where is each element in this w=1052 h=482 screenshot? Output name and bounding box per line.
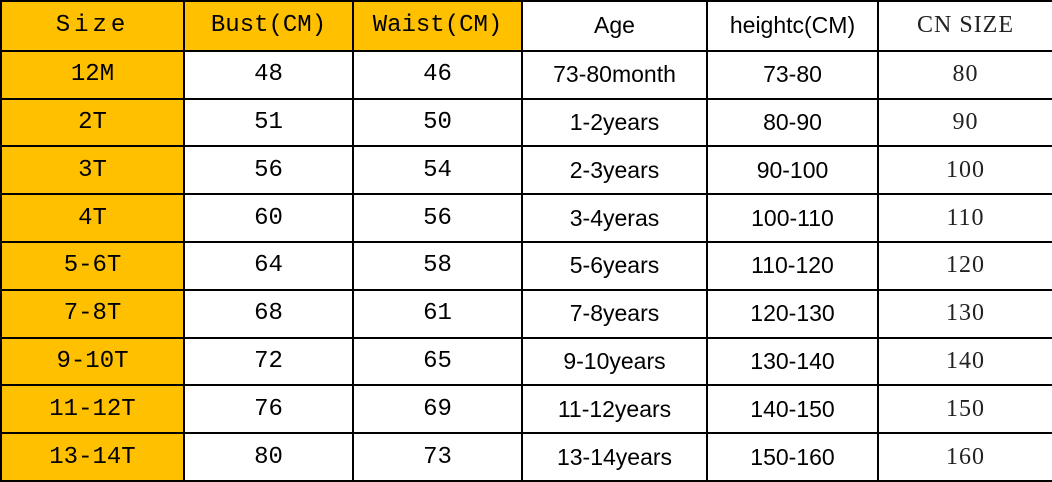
data-cell: 73-80month [521, 49, 708, 100]
data-cell: 80 [183, 432, 354, 482]
data-row: 3T 56 54 2-3years 90-100 100 [0, 145, 1052, 196]
data-row: 5-6T 64 58 5-6years 110-120 120 [0, 240, 1052, 291]
data-cell: 68 [183, 288, 354, 339]
data-cell: 150 [877, 384, 1052, 435]
data-cell: 50 [352, 97, 523, 148]
data-cell: 60 [183, 193, 354, 243]
data-cell: 56 [183, 145, 354, 196]
data-cell: 73 [352, 432, 523, 482]
data-cell: 2-3years [521, 145, 708, 196]
data-row: 7-8T 68 61 7-8years 120-130 130 [0, 288, 1052, 339]
data-cell: 110-120 [706, 240, 879, 291]
size-cell: 2T [0, 97, 185, 148]
size-cell: 3T [0, 145, 185, 196]
data-row: 4T 60 56 3-4yeras 100-110 110 [0, 193, 1052, 243]
data-cell: 58 [352, 240, 523, 291]
header-cell: Size [0, 0, 185, 52]
size-cell: 5-6T [0, 240, 185, 291]
data-cell: 120 [877, 240, 1052, 291]
header-cell: Bust(CM) [183, 0, 354, 52]
data-cell: 9-10years [521, 336, 708, 387]
data-cell: 140 [877, 336, 1052, 387]
size-cell: 13-14T [0, 432, 185, 482]
data-cell: 130-140 [706, 336, 879, 387]
data-cell: 46 [352, 49, 523, 100]
data-cell: 76 [183, 384, 354, 435]
data-cell: 120-130 [706, 288, 879, 339]
data-cell: 160 [877, 432, 1052, 482]
data-row: 13-14T 80 73 13-14years 150-160 160 [0, 432, 1052, 482]
data-cell: 64 [183, 240, 354, 291]
size-cell: 9-10T [0, 336, 185, 387]
data-cell: 69 [352, 384, 523, 435]
size-cell: 12M [0, 49, 185, 100]
data-cell: 73-80 [706, 49, 879, 100]
data-cell: 7-8years [521, 288, 708, 339]
data-cell: 72 [183, 336, 354, 387]
data-cell: 80-90 [706, 97, 879, 148]
data-cell: 61 [352, 288, 523, 339]
data-cell: 13-14years [521, 432, 708, 482]
data-cell: 80 [877, 49, 1052, 100]
header-cell: Waist(CM) [352, 0, 523, 52]
data-cell: 110 [877, 193, 1052, 243]
data-cell: 90-100 [706, 145, 879, 196]
data-row: 11-12T 76 69 11-12years 140-150 150 [0, 384, 1052, 435]
data-cell: 65 [352, 336, 523, 387]
data-cell: 48 [183, 49, 354, 100]
data-cell: 90 [877, 97, 1052, 148]
data-row: 2T 51 50 1-2years 80-90 90 [0, 97, 1052, 148]
data-row: 9-10T 72 65 9-10years 130-140 140 [0, 336, 1052, 387]
data-cell: 51 [183, 97, 354, 148]
data-cell: 3-4yeras [521, 193, 708, 243]
data-cell: 100-110 [706, 193, 879, 243]
header-cell: Age [521, 0, 708, 52]
data-cell: 150-160 [706, 432, 879, 482]
size-cell: 11-12T [0, 384, 185, 435]
data-cell: 130 [877, 288, 1052, 339]
header-cell: heightc(CM) [706, 0, 879, 52]
header-cell: CN SIZE [877, 0, 1052, 52]
header-row: Size Bust(CM) Waist(CM) Age heightc(CM) CN SI… [0, 0, 1052, 52]
data-cell: 54 [352, 145, 523, 196]
data-row: 12M 48 46 73-80month 73-80 80 [0, 49, 1052, 100]
data-cell: 5-6years [521, 240, 708, 291]
data-cell: 11-12years [521, 384, 708, 435]
size-cell: 7-8T [0, 288, 185, 339]
size-cell: 4T [0, 193, 185, 243]
data-cell: 140-150 [706, 384, 879, 435]
data-cell: 100 [877, 145, 1052, 196]
data-cell: 56 [352, 193, 523, 243]
data-cell: 1-2years [521, 97, 708, 148]
